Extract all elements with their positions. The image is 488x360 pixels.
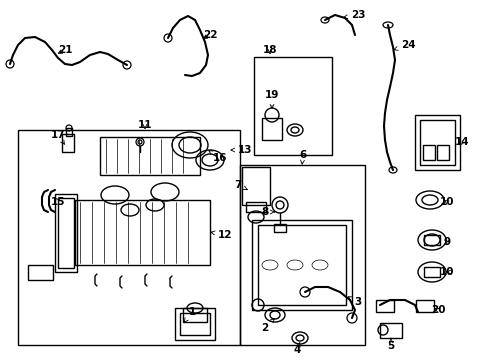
Bar	[58, 198, 74, 268]
Text: 2: 2	[261, 319, 274, 333]
Text: 22: 22	[203, 30, 217, 40]
Bar	[419, 120, 454, 165]
Bar	[251, 220, 351, 310]
Text: 23: 23	[343, 10, 365, 20]
Text: 14: 14	[454, 137, 468, 147]
Text: 1: 1	[184, 307, 195, 322]
Text: 17: 17	[51, 130, 65, 144]
Text: 15: 15	[51, 197, 65, 207]
Bar	[414, 115, 459, 170]
Bar	[75, 200, 209, 265]
Text: 5: 5	[386, 338, 394, 351]
Text: 12: 12	[210, 230, 232, 240]
Text: 6: 6	[299, 150, 306, 164]
Bar	[245, 202, 265, 212]
Bar	[183, 308, 206, 322]
Text: 8: 8	[261, 207, 274, 217]
Bar	[66, 128, 72, 136]
Bar	[55, 194, 77, 272]
Bar	[273, 224, 285, 232]
Bar	[379, 323, 401, 338]
Text: 11: 11	[138, 120, 152, 130]
Text: 19: 19	[264, 90, 279, 108]
Bar	[18, 130, 240, 345]
Text: 7: 7	[234, 180, 247, 190]
Text: 4: 4	[293, 342, 300, 355]
Bar	[100, 137, 200, 175]
Bar	[240, 165, 364, 345]
Bar	[422, 145, 434, 160]
Bar	[28, 265, 53, 280]
Bar	[62, 134, 74, 152]
Bar	[436, 145, 448, 160]
Bar	[242, 167, 269, 205]
Text: 21: 21	[58, 45, 72, 55]
Text: 20: 20	[430, 305, 445, 315]
Text: 18: 18	[262, 45, 277, 55]
Text: 10: 10	[439, 197, 453, 207]
Bar	[258, 225, 346, 305]
Text: 10: 10	[439, 267, 453, 277]
Bar	[262, 118, 282, 140]
Text: 24: 24	[393, 40, 414, 50]
Text: 3: 3	[347, 297, 361, 307]
Bar	[415, 300, 433, 312]
Bar	[175, 308, 215, 340]
Text: 16: 16	[208, 150, 227, 163]
Bar	[180, 313, 209, 335]
Bar	[375, 300, 393, 312]
Text: 13: 13	[230, 145, 252, 155]
Text: 9: 9	[443, 237, 449, 247]
Bar	[423, 267, 439, 277]
Bar	[253, 57, 331, 155]
Bar	[423, 235, 439, 245]
